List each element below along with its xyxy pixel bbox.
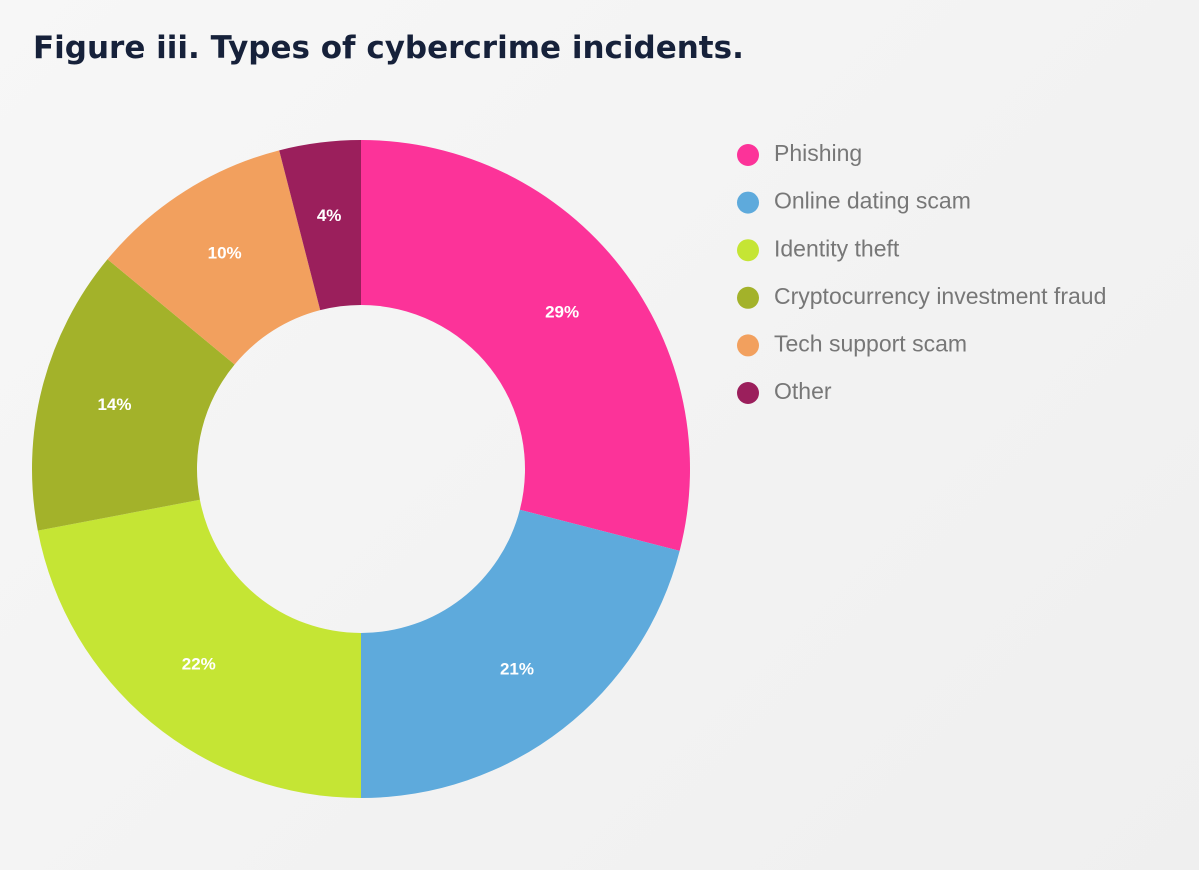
legend-swatch bbox=[737, 382, 759, 404]
value-label: 29% bbox=[545, 302, 579, 321]
legend-swatch bbox=[737, 144, 759, 166]
slice bbox=[361, 509, 680, 798]
slice bbox=[31, 259, 235, 531]
value-label: 14% bbox=[97, 395, 131, 414]
legend-label: Cryptocurrency investment fraud bbox=[774, 283, 1106, 309]
slice bbox=[37, 499, 362, 798]
value-label: 22% bbox=[182, 655, 216, 674]
legend-swatch bbox=[737, 191, 759, 214]
chart-title: Figure iii. Types of cybercrime incident… bbox=[33, 30, 744, 66]
legend-label: Online dating scam bbox=[774, 188, 971, 214]
legend-label: Phishing bbox=[774, 140, 862, 166]
legend-label: Other bbox=[774, 378, 832, 404]
legend-label: Identity theft bbox=[774, 235, 900, 261]
value-label: 21% bbox=[500, 660, 534, 679]
value-label: 10% bbox=[208, 244, 242, 263]
slice bbox=[279, 140, 361, 311]
legend-swatch bbox=[737, 334, 759, 357]
legend-label: Tech support scam bbox=[774, 330, 967, 356]
slice bbox=[361, 140, 690, 551]
value-label: 4% bbox=[317, 206, 342, 225]
slice bbox=[107, 150, 321, 365]
legend-swatch bbox=[737, 286, 759, 309]
legend-swatch bbox=[737, 239, 759, 262]
